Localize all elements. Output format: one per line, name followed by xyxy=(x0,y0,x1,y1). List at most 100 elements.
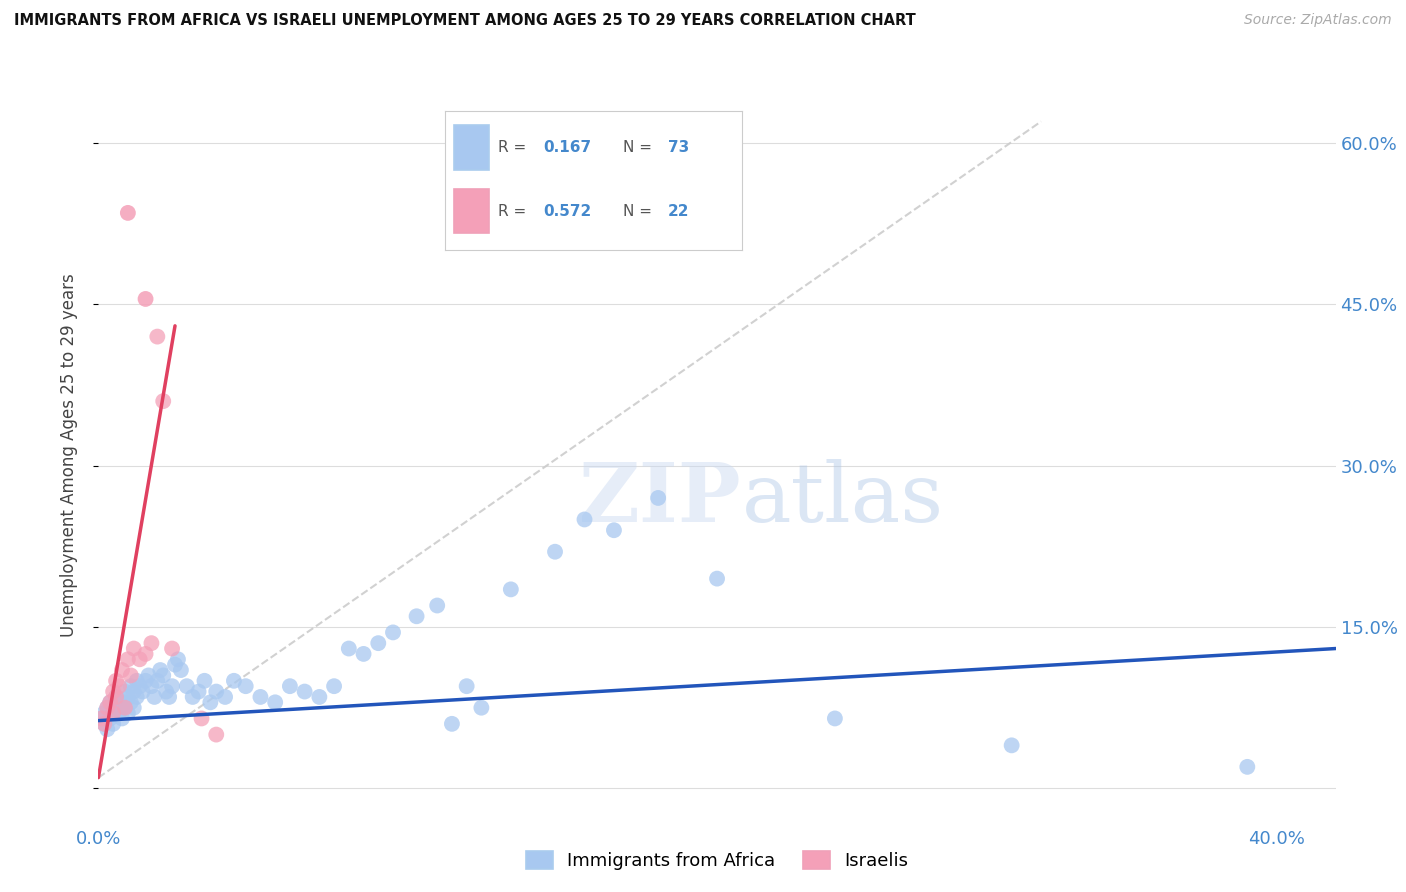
Point xyxy=(308,690,330,704)
Point xyxy=(105,673,128,688)
Point xyxy=(1001,739,1024,753)
Point xyxy=(120,668,142,682)
Text: Source: ZipAtlas.com: Source: ZipAtlas.com xyxy=(1244,13,1392,28)
Point xyxy=(426,599,449,613)
Point xyxy=(122,700,145,714)
Point xyxy=(117,206,139,220)
Point xyxy=(323,679,346,693)
Point xyxy=(105,700,128,714)
Point xyxy=(193,673,215,688)
Point xyxy=(181,690,204,704)
Point xyxy=(200,695,222,709)
Point xyxy=(141,636,163,650)
Point xyxy=(101,684,124,698)
Point xyxy=(249,690,271,704)
Point xyxy=(93,706,115,720)
Point xyxy=(105,690,128,704)
Point xyxy=(706,572,728,586)
Point xyxy=(108,695,131,709)
Point xyxy=(264,695,287,709)
Point xyxy=(167,652,190,666)
Point xyxy=(135,647,157,661)
Point xyxy=(101,716,124,731)
Point xyxy=(1236,760,1258,774)
Point xyxy=(125,690,148,704)
Point xyxy=(440,716,463,731)
Point xyxy=(149,663,172,677)
Point xyxy=(96,723,118,737)
Text: IMMIGRANTS FROM AFRICA VS ISRAELI UNEMPLOYMENT AMONG AGES 25 TO 29 YEARS CORRELA: IMMIGRANTS FROM AFRICA VS ISRAELI UNEMPL… xyxy=(14,13,915,29)
Point xyxy=(499,582,522,597)
Point xyxy=(824,711,846,725)
Point xyxy=(122,641,145,656)
Point xyxy=(353,647,375,661)
Point xyxy=(111,700,134,714)
Point xyxy=(138,668,160,682)
Point xyxy=(117,652,139,666)
Point xyxy=(603,523,626,537)
Point xyxy=(93,716,115,731)
Point xyxy=(90,711,112,725)
Legend: Immigrants from Africa, Israelis: Immigrants from Africa, Israelis xyxy=(519,844,915,878)
Point xyxy=(141,679,163,693)
Point xyxy=(170,663,193,677)
Point xyxy=(108,679,131,693)
Point xyxy=(114,695,136,709)
Point xyxy=(125,673,148,688)
Point xyxy=(120,695,142,709)
Text: atlas: atlas xyxy=(742,458,943,539)
Point xyxy=(160,679,183,693)
Point xyxy=(146,329,169,343)
Point xyxy=(128,679,150,693)
Point xyxy=(405,609,427,624)
Point xyxy=(101,706,124,720)
Point xyxy=(160,641,183,656)
Point xyxy=(114,684,136,698)
Point xyxy=(187,684,209,698)
Point xyxy=(98,711,121,725)
Point xyxy=(98,695,121,709)
Point xyxy=(105,690,128,704)
Point xyxy=(143,690,166,704)
Point xyxy=(574,512,596,526)
Point xyxy=(235,679,257,693)
Y-axis label: Unemployment Among Ages 25 to 29 years: Unemployment Among Ages 25 to 29 years xyxy=(59,273,77,637)
Point xyxy=(294,684,316,698)
Point xyxy=(108,706,131,720)
Point xyxy=(114,700,136,714)
Point xyxy=(131,684,153,698)
Point xyxy=(146,673,169,688)
Point xyxy=(176,679,198,693)
Point xyxy=(163,657,186,672)
Point xyxy=(135,292,157,306)
Point xyxy=(157,690,180,704)
Point xyxy=(152,668,174,682)
Point xyxy=(96,700,118,714)
Point xyxy=(93,716,115,731)
Point xyxy=(214,690,236,704)
Point xyxy=(278,679,301,693)
Point xyxy=(152,394,174,409)
Point xyxy=(205,728,228,742)
Point xyxy=(155,684,177,698)
Point xyxy=(111,663,134,677)
Point xyxy=(647,491,669,505)
Point xyxy=(135,673,157,688)
Point xyxy=(98,695,121,709)
Point xyxy=(117,706,139,720)
Point xyxy=(128,652,150,666)
Point xyxy=(337,641,360,656)
Point xyxy=(117,690,139,704)
Point xyxy=(470,700,492,714)
Point xyxy=(101,706,124,720)
Point xyxy=(122,684,145,698)
Point xyxy=(544,545,567,559)
Point xyxy=(190,711,212,725)
Point xyxy=(96,700,118,714)
Point xyxy=(456,679,478,693)
Point xyxy=(222,673,245,688)
Point xyxy=(111,711,134,725)
Point xyxy=(90,711,112,725)
Point xyxy=(205,684,228,698)
Text: ZIP: ZIP xyxy=(579,458,742,539)
